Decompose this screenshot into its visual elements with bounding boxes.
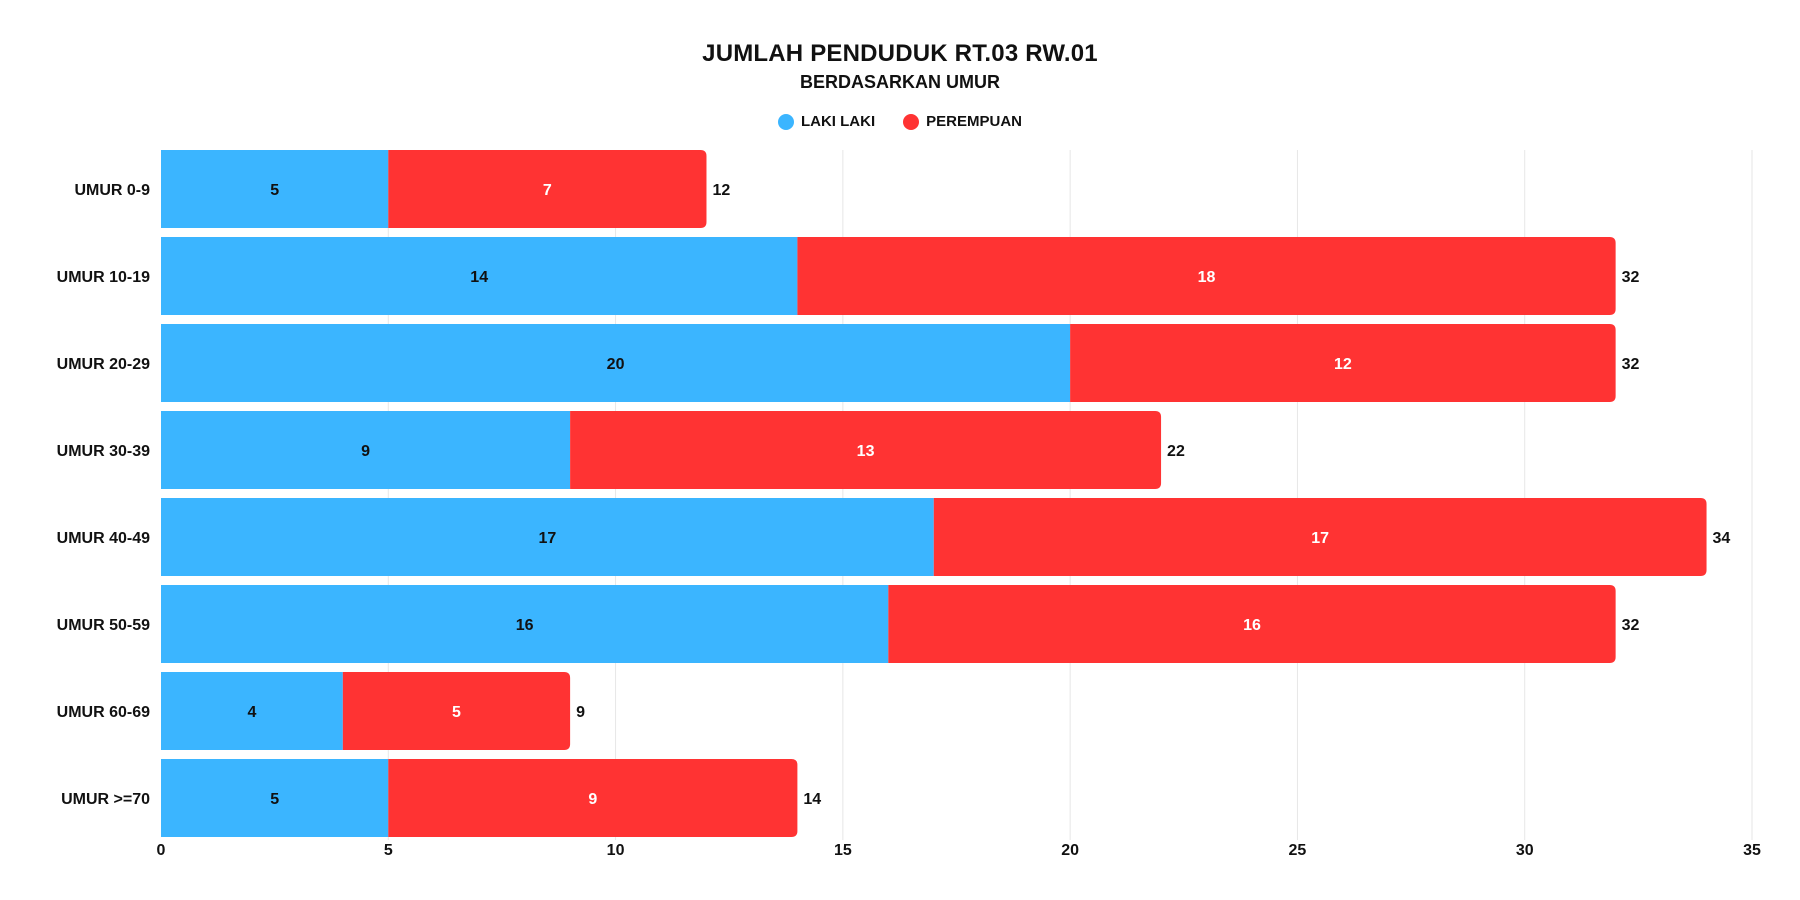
x-tick-label-5: 5 xyxy=(384,842,393,859)
bar-perempuan-umur-50-59 xyxy=(888,585,1616,663)
total-label-umur-50-59: 32 xyxy=(1622,617,1640,634)
category-label-umur-20-29: UMUR 20-29 xyxy=(57,356,150,373)
data-label-laki-laki-umur-20-29: 20 xyxy=(607,356,625,373)
data-label-perempuan-umur-30-39: 13 xyxy=(857,443,875,460)
bar-perempuan-umur-70 xyxy=(388,759,798,837)
bar-laki-laki-umur-70 xyxy=(161,759,389,837)
total-label-umur-70: 14 xyxy=(803,791,821,808)
x-tick-label-20: 20 xyxy=(1061,842,1079,859)
data-label-laki-laki-umur-30-39: 9 xyxy=(361,443,370,460)
category-label-umur-10-19: UMUR 10-19 xyxy=(57,269,150,286)
bar-perempuan-umur-10-19 xyxy=(797,237,1616,315)
data-label-perempuan-umur-0-9: 7 xyxy=(543,182,552,199)
bar-perempuan-umur-40-49 xyxy=(933,498,1707,576)
bar-laki-laki-umur-60-69 xyxy=(161,672,343,750)
total-label-umur-60-69: 9 xyxy=(576,704,585,721)
bar-laki-laki-umur-50-59 xyxy=(161,585,889,663)
category-label-umur-0-9: UMUR 0-9 xyxy=(74,182,150,199)
legend-item-perempuan: PEREMPUAN xyxy=(903,113,1022,130)
bar-laki-laki-umur-40-49 xyxy=(161,498,934,576)
legend-label-laki-laki: LAKI LAKI xyxy=(800,113,876,130)
total-label-umur-40-49: 34 xyxy=(1713,530,1731,547)
chart-legend: LAKI LAKI PEREMPUAN xyxy=(0,113,1800,130)
bar-perempuan-umur-60-69 xyxy=(342,672,571,750)
data-label-perempuan-umur-50-59: 16 xyxy=(1243,617,1261,634)
data-label-perempuan-umur-10-19: 18 xyxy=(1198,269,1216,286)
x-tick-label-10: 10 xyxy=(607,842,625,859)
data-label-perempuan-umur-60-69: 5 xyxy=(452,704,461,721)
x-tick-label-15: 15 xyxy=(834,842,852,859)
legend-label-perempuan: PEREMPUAN xyxy=(926,113,1023,130)
legend-item-laki-laki: LAKI LAKI xyxy=(777,113,876,130)
category-label-umur-30-39: UMUR 30-39 xyxy=(57,443,150,460)
x-tick-label-35: 35 xyxy=(1743,842,1761,859)
data-label-perempuan-umur-40-49: 17 xyxy=(1311,530,1329,547)
data-label-laki-laki-umur-50-59: 16 xyxy=(516,617,534,634)
bar-perempuan-umur-0-9 xyxy=(388,150,707,228)
legend-swatch-perempuan xyxy=(903,113,920,130)
total-label-umur-30-39: 22 xyxy=(1167,443,1185,460)
chart-subtitle: BERDASARKAN UMUR xyxy=(800,72,1000,92)
total-label-umur-0-9: 12 xyxy=(712,182,730,199)
data-label-laki-laki-umur-10-19: 14 xyxy=(470,269,488,286)
x-tick-label-0: 0 xyxy=(157,842,166,859)
bar-laki-laki-umur-30-39 xyxy=(161,411,571,489)
bar-perempuan-umur-20-29 xyxy=(1070,324,1616,402)
bar-perempuan-umur-30-39 xyxy=(570,411,1162,489)
data-label-laki-laki-umur-40-49: 17 xyxy=(538,530,556,547)
data-label-laki-laki-umur-60-69: 4 xyxy=(247,704,256,721)
total-label-umur-10-19: 32 xyxy=(1622,269,1640,286)
bar-laki-laki-umur-10-19 xyxy=(161,237,798,315)
chart-title: JUMLAH PENDUDUK RT.03 RW.01 xyxy=(702,40,1098,67)
bar-laki-laki-umur-20-29 xyxy=(161,324,1071,402)
x-tick-label-25: 25 xyxy=(1289,842,1307,859)
data-label-laki-laki-umur-0-9: 5 xyxy=(270,182,279,199)
category-label-umur-70: UMUR >=70 xyxy=(61,791,150,808)
data-label-perempuan-umur-20-29: 12 xyxy=(1334,356,1352,373)
data-label-laki-laki-umur-70: 5 xyxy=(270,791,279,808)
total-label-umur-20-29: 32 xyxy=(1622,356,1640,373)
bar-laki-laki-umur-0-9 xyxy=(161,150,389,228)
category-label-umur-60-69: UMUR 60-69 xyxy=(57,704,150,721)
data-label-perempuan-umur-70: 9 xyxy=(588,791,597,808)
category-label-umur-50-59: UMUR 50-59 xyxy=(57,617,150,634)
category-label-umur-40-49: UMUR 40-49 xyxy=(57,530,150,547)
legend-swatch-laki-laki xyxy=(777,113,794,130)
x-tick-label-30: 30 xyxy=(1516,842,1534,859)
